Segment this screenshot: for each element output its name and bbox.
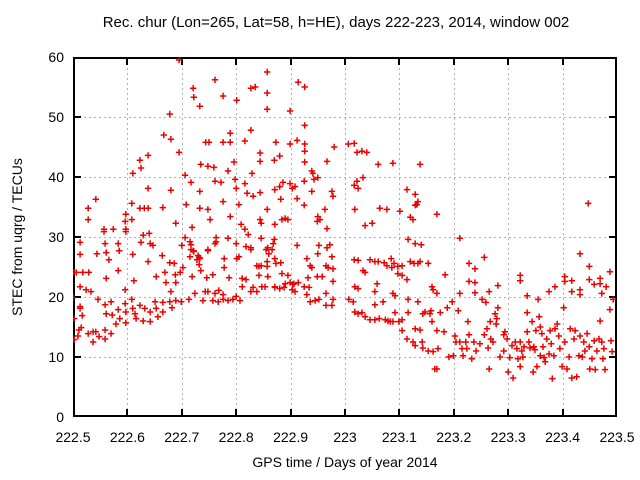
x-tick-label: 223 <box>333 429 357 445</box>
x-tick-label: 223.5 <box>599 429 635 445</box>
x-tick-label: 222.8 <box>218 429 254 445</box>
data-points <box>73 57 617 382</box>
x-tick-label: 222.6 <box>109 429 145 445</box>
y-tick-label: 50 <box>48 109 64 125</box>
y-tick-label: 30 <box>48 229 64 245</box>
grid-lines <box>74 58 616 416</box>
tick-marks <box>73 57 617 417</box>
x-tick-label: 222.9 <box>273 429 309 445</box>
chart-title: Rec. chur (Lon=265, Lat=58, h=HE), days … <box>102 14 570 31</box>
plot-canvas <box>73 57 617 417</box>
y-tick-label: 40 <box>48 169 64 185</box>
x-tick-label: 223.1 <box>381 429 417 445</box>
x-tick-label: 223.2 <box>436 429 472 445</box>
y-tick-label: 60 <box>48 49 64 65</box>
plot-border <box>73 57 617 417</box>
y-tick-label: 0 <box>56 409 64 425</box>
plot-area <box>73 57 617 417</box>
x-tick-label: 222.7 <box>164 429 200 445</box>
x-tick-label: 222.5 <box>55 429 91 445</box>
y-tick-label: 10 <box>48 349 64 365</box>
x-axis-label: GPS time / Days of year 2014 <box>252 454 438 470</box>
x-tick-label: 223.4 <box>545 429 581 445</box>
x-tick-label: 223.3 <box>490 429 526 445</box>
y-tick-label: 20 <box>48 289 64 305</box>
